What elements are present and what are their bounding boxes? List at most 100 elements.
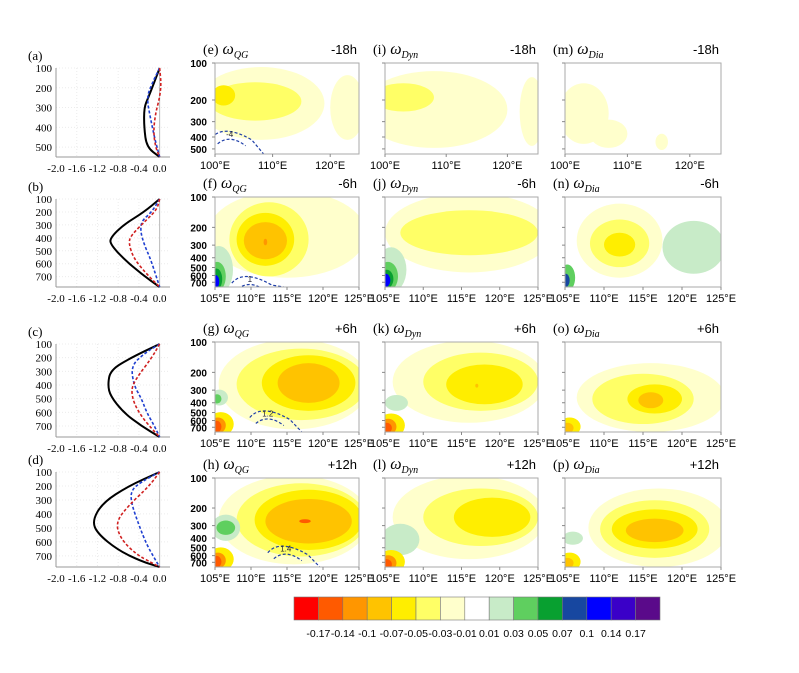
colorbar-swatch (488, 596, 514, 621)
panel-label: (a) (28, 48, 42, 63)
shaded-field: 1.2 (215, 342, 359, 432)
series-line-total (93, 471, 161, 568)
x-tick-label: -1.2 (89, 573, 106, 585)
x-tick-label: -1.6 (68, 573, 86, 585)
y-tick-label: 500 (190, 264, 207, 275)
time-label: +6h (335, 321, 357, 336)
cross-section-panel: (m) ωDia -18h 100°E 110°E 120°E (550, 41, 722, 172)
time-label: -18h (331, 42, 357, 57)
x-tick-label: 110°E (409, 438, 438, 450)
x-tick-label: 115°E (628, 438, 657, 450)
x-tick-label: 100°E (200, 160, 230, 172)
x-tick-label: 125°E (706, 573, 736, 585)
shaded-region (216, 520, 236, 535)
variable-symbol: ω (577, 41, 588, 58)
variable-subscript: Dia (584, 329, 600, 340)
shaded-field (565, 488, 721, 567)
y-tick-label: 400 (190, 254, 207, 265)
y-tick-label: 100 (190, 59, 207, 70)
x-tick-label: 120°E (667, 438, 697, 450)
x-tick-label: -1.2 (89, 163, 106, 175)
y-tick-label: 600 (36, 537, 53, 549)
x-tick-label: 0.0 (153, 573, 167, 585)
shaded-field (385, 71, 538, 148)
time-label: +12h (328, 457, 357, 472)
shaded-region (655, 133, 668, 150)
shaded-region (215, 420, 222, 432)
shaded-region (215, 555, 222, 567)
y-tick-label: 600 (190, 272, 207, 283)
contour-line (249, 410, 303, 432)
variable-subscript: Dia (584, 465, 600, 476)
time-label: -18h (693, 42, 719, 57)
variable-symbol: ω (223, 41, 234, 58)
panel-label: (f) (203, 177, 217, 192)
panel-title: (e) ωQG (203, 41, 248, 61)
x-tick-label: 115°E (272, 293, 301, 305)
shaded-region (589, 119, 628, 148)
x-tick-label: 115°E (628, 573, 657, 585)
panel-label: (l) (373, 458, 387, 473)
contour-label: 1.4 (280, 545, 292, 554)
series-line-total (143, 67, 161, 158)
y-tick-label: 700 (190, 558, 207, 569)
shaded-region (215, 82, 302, 121)
shaded-region (565, 422, 574, 432)
shaded-field: 1.4 (215, 478, 359, 567)
x-tick-label: 105°E (550, 293, 580, 305)
y-tick-label: 400 (190, 399, 207, 410)
x-tick-label: 125°E (344, 573, 374, 585)
contour-line (267, 545, 321, 567)
panel-title: (o) ωDia (553, 320, 600, 340)
x-tick-label: 120°E (308, 438, 338, 450)
x-tick-label: 115°E (272, 573, 301, 585)
x-tick-label: 105°E (370, 573, 400, 585)
plot-frame (384, 62, 539, 155)
panel-label: (n) (553, 177, 570, 192)
plot-frame (214, 62, 360, 155)
shaded-region (519, 77, 538, 146)
y-tick-label: 500 (36, 394, 53, 406)
y-tick-label: 200 (36, 481, 53, 493)
colorbar-swatch (586, 596, 612, 621)
variable-symbol: ω (223, 320, 234, 337)
y-tick-label: 500 (190, 409, 207, 420)
x-tick-label: 105°E (550, 438, 580, 450)
colorbar-label: 0.03 (503, 628, 524, 640)
y-tick-label: 200 (190, 96, 207, 107)
cross-section-panel: (p) ωDia +12h 105°E 110°E 115°E 120°E 125°E (550, 456, 736, 585)
x-tick-label: 110°E (236, 293, 265, 305)
panel-label: (g) (203, 322, 220, 337)
x-tick-label: 115°E (447, 293, 476, 305)
y-tick-label: 700 (36, 272, 53, 284)
x-tick-label: 120°E (667, 293, 697, 305)
colorbar-swatch (537, 596, 563, 621)
x-tick-label: -2.0 (47, 163, 65, 175)
contour-label: 1.2 (262, 409, 274, 418)
variable-symbol: ω (573, 456, 584, 473)
y-tick-label: 100 (36, 194, 53, 206)
shaded-field (565, 363, 721, 432)
variable-subscript: QG (235, 465, 249, 476)
colorbar-label: -0.1 (358, 628, 376, 640)
y-tick-label: 300 (190, 522, 207, 533)
contour-label: 1 (248, 275, 253, 284)
x-tick-label: -0.4 (130, 293, 148, 305)
x-tick-label: -1.6 (68, 293, 86, 305)
y-tick-label: 300 (190, 386, 207, 397)
y-tick-label: 500 (36, 246, 53, 258)
x-tick-label: 120°E (492, 160, 522, 172)
panel-title: (k) ωDyn (373, 320, 421, 340)
shaded-region (475, 383, 479, 388)
series-line-diabatic (131, 343, 161, 438)
time-label: -6h (517, 176, 536, 191)
panel-title: (j) ωDyn (373, 175, 418, 195)
shaded-region (215, 394, 222, 404)
y-tick-label: 500 (36, 142, 53, 154)
y-tick-label: 200 (36, 353, 53, 365)
colorbar-swatch (610, 596, 636, 621)
x-tick-label: 120°E (485, 438, 515, 450)
y-tick-label: 300 (36, 495, 53, 507)
variable-symbol: ω (573, 175, 584, 192)
x-tick-label: 120°E (675, 160, 705, 172)
